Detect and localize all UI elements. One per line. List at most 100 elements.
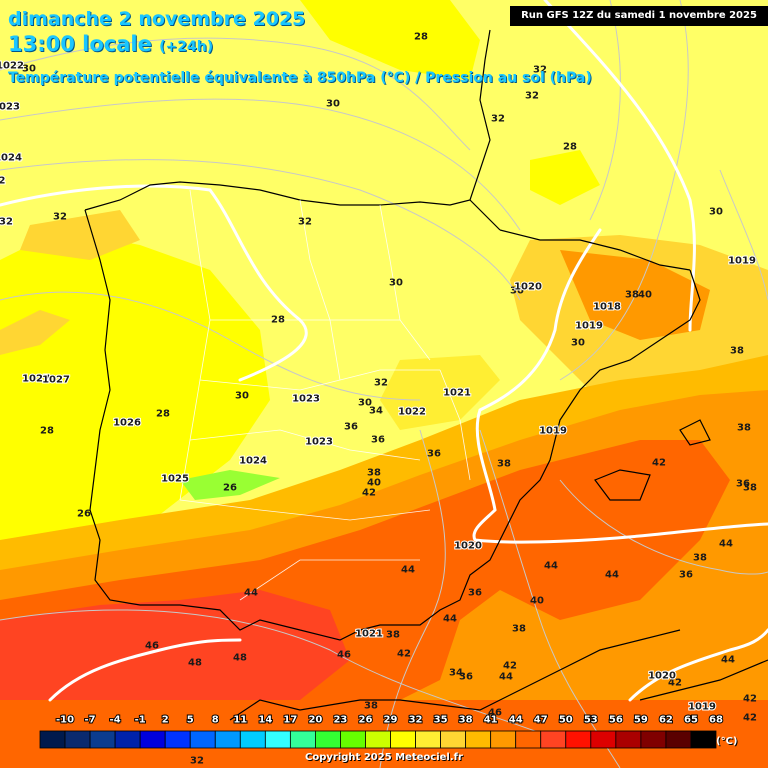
theta-e-label: 48 xyxy=(233,653,247,664)
theta-e-label: 46 xyxy=(145,641,159,652)
theta-e-label: 44 xyxy=(443,614,457,625)
theta-e-label: 38 xyxy=(497,459,511,470)
scale-tick-label: 62 xyxy=(659,715,673,726)
theta-e-label: 42 xyxy=(652,458,666,469)
highlighted-isobars xyxy=(0,0,768,702)
theta-e-label: 32 xyxy=(525,91,539,102)
scale-swatch xyxy=(114,730,141,749)
theta-e-label: 44 xyxy=(721,655,735,666)
scale-tick-label: 35 xyxy=(434,715,448,726)
pressure-label: 1020 xyxy=(454,541,482,552)
scale-swatch xyxy=(64,730,91,749)
pressure-label: 2 xyxy=(0,176,6,187)
scale-swatch xyxy=(415,730,441,749)
theta-e-label: 32 xyxy=(374,378,388,389)
theta-e-label: 36 xyxy=(427,449,441,460)
theta-e-label: 40 xyxy=(638,290,652,301)
scale-tick-label: 11 xyxy=(233,715,247,726)
theta-e-label: 36 xyxy=(736,479,750,490)
scale-tick-label: 53 xyxy=(584,715,598,726)
theta-e-label: 30 xyxy=(358,398,372,409)
scale-tick-label: 68 xyxy=(709,715,723,726)
scale-tick-label: 38 xyxy=(459,715,473,726)
forecast-offset: (+24h) xyxy=(159,39,214,55)
scale-tick-label: 44 xyxy=(509,715,523,726)
theta-e-label: 30 xyxy=(326,99,340,110)
scale-tick-label: -1 xyxy=(135,715,146,726)
scale-swatch xyxy=(440,730,467,749)
scale-tick-label: -10 xyxy=(56,715,74,726)
pressure-label: 1026 xyxy=(113,418,141,429)
scale-swatch xyxy=(164,730,191,749)
forecast-time: 13:00 locale (+24h) xyxy=(8,32,213,56)
internal-borders xyxy=(179,189,471,601)
pressure-label: 1018 xyxy=(593,302,621,313)
theta-e-label: 44 xyxy=(544,561,558,572)
theta-e-label: 42 xyxy=(668,678,682,689)
theta-e-label: 34 xyxy=(449,668,463,679)
theta-e-label: 30 xyxy=(235,391,249,402)
pressure-label: 1024 xyxy=(0,153,22,164)
copyright-text: Copyright 2025 Meteociel.fr xyxy=(305,752,463,763)
theta-e-label: 28 xyxy=(271,315,285,326)
scale-swatch xyxy=(540,730,567,749)
pressure-label: 1019 xyxy=(575,321,603,332)
scale-swatch xyxy=(264,730,291,749)
scale-swatch xyxy=(365,730,391,749)
scale-swatch xyxy=(465,730,492,749)
theta-e-label: 44 xyxy=(605,570,619,581)
scale-tick-label: 17 xyxy=(283,715,297,726)
pressure-label: 1019 xyxy=(728,256,756,267)
pressure-label: 1022 xyxy=(0,61,24,72)
scale-tick-label: 59 xyxy=(634,715,648,726)
pressure-label: 1027 xyxy=(42,375,70,386)
scale-swatch xyxy=(565,730,592,749)
scale-swatch xyxy=(289,730,316,749)
theta-e-label: 42 xyxy=(503,661,517,672)
pressure-label: 1020 xyxy=(648,671,676,682)
scale-swatch xyxy=(615,730,642,749)
theta-e-label: 38 xyxy=(386,630,400,641)
theta-e-label: 36 xyxy=(344,422,358,433)
theta-e-label: 28 xyxy=(414,32,428,43)
scale-tick-label: 56 xyxy=(609,715,623,726)
theta-e-label: 32 xyxy=(533,65,547,76)
pressure-label: 1025 xyxy=(161,474,189,485)
theta-e-label: 38 xyxy=(512,624,526,635)
theta-e-label: 44 xyxy=(719,539,733,550)
theta-e-label: 36 xyxy=(459,672,473,683)
theta-e-label: 46 xyxy=(337,650,351,661)
theta-e-label: 44 xyxy=(499,672,513,683)
pressure-label: 1023 xyxy=(0,102,20,113)
theta-e-label: 46 xyxy=(488,708,502,719)
theta-e-label: 38 xyxy=(364,701,378,712)
theta-e-label: 30 xyxy=(22,64,36,75)
scale-swatch xyxy=(214,730,241,749)
scale-tick-label: 50 xyxy=(559,715,573,726)
theta-e-label: 32 xyxy=(190,756,204,767)
theta-e-label: 38 xyxy=(743,483,757,494)
theta-e-label: 38 xyxy=(625,290,639,301)
pressure-label: 1024 xyxy=(239,456,267,467)
scale-swatch xyxy=(139,730,166,749)
parameter-title: Température potentielle équivalente à 85… xyxy=(8,70,592,86)
scale-tick-label: 47 xyxy=(534,715,548,726)
theta-e-label: 26 xyxy=(223,483,237,494)
scale-tick-label: 5 xyxy=(187,715,194,726)
pressure-label: 1019 xyxy=(539,426,567,437)
scale-tick-label: 14 xyxy=(258,715,272,726)
theta-e-label: 28 xyxy=(563,142,577,153)
scale-swatch xyxy=(690,730,717,749)
scale-swatch xyxy=(89,730,116,749)
scale-swatches xyxy=(39,730,717,749)
theta-e-label: 26 xyxy=(77,509,91,520)
scale-tick-label: 23 xyxy=(333,715,347,726)
scale-tick-label: 2 xyxy=(162,715,169,726)
theta-e-label: 38 xyxy=(367,468,381,479)
theta-e-label: 36 xyxy=(371,435,385,446)
scale-swatch xyxy=(490,730,517,749)
theta-e-label: 30 xyxy=(389,278,403,289)
